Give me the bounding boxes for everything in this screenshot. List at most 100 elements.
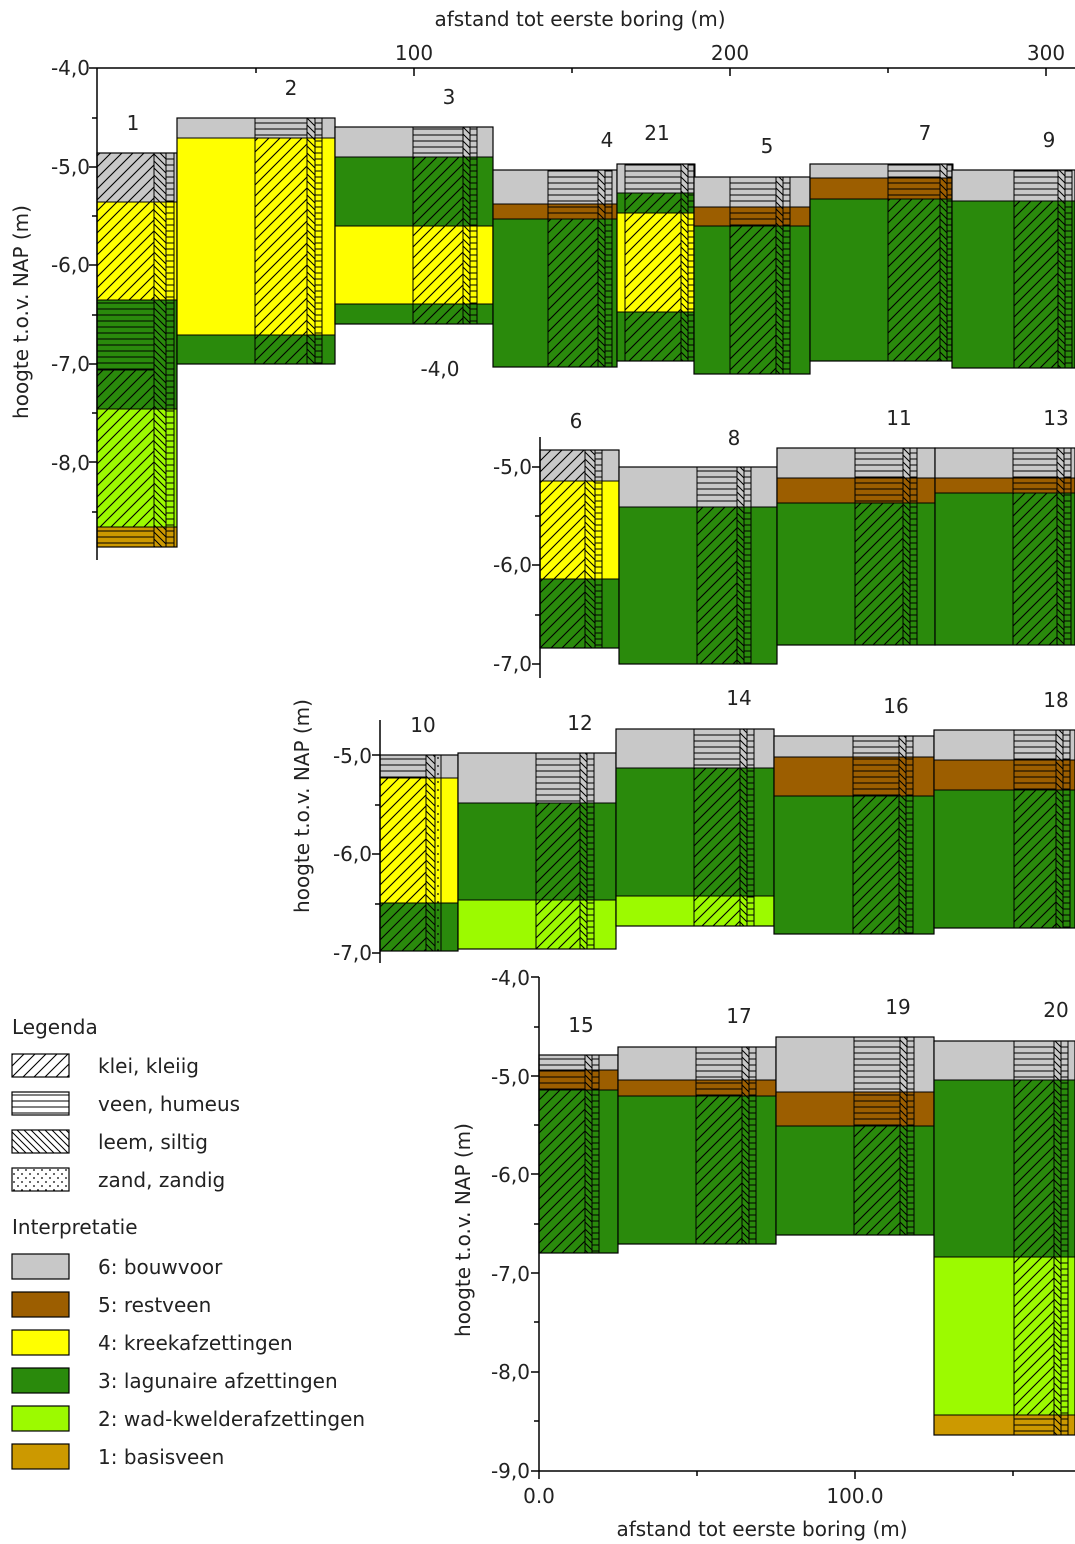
clay-lithology-cell: [1012, 492, 1058, 646]
loam-lithology-cell: [584, 449, 596, 649]
restveen-swatch-icon: [11, 1291, 70, 1318]
borehole-block: [617, 1046, 777, 1245]
borehole-block: [334, 126, 494, 325]
borehole-block: [809, 163, 954, 362]
clay-lithology-cell: [887, 198, 941, 362]
p2-ytick-label: -7,0: [493, 652, 532, 676]
peat-lithology-cell: [1013, 169, 1059, 202]
loam-lithology-cell: [898, 735, 907, 935]
loam-lithology-cell: [425, 754, 436, 952]
peat-lithology-cell: [887, 163, 941, 200]
interpretation-title: Interpretatie: [12, 1215, 138, 1239]
loam-lithology-cell: [1053, 1040, 1062, 1436]
p1-xtick-label: 200: [711, 41, 749, 65]
borehole-outline: [951, 169, 1075, 369]
p2-ytick-label: -6,0: [493, 553, 532, 577]
borehole-block: [775, 1036, 935, 1236]
peat-lithology-cell: [782, 176, 791, 375]
peat-lithology-cell: [746, 728, 755, 927]
peat-lithology-cell: [254, 117, 308, 139]
peat-lithology-cell: [96, 299, 155, 371]
peat-lithology-cell: [586, 752, 595, 950]
borehole-block: [615, 728, 775, 927]
kreek-swatch-icon: [11, 1329, 70, 1356]
clay-lithology-cell: [412, 156, 464, 325]
legend-item-label: zand, zandig: [98, 1168, 225, 1192]
loam-lithology-cell: [680, 163, 689, 362]
borehole-block: [457, 752, 617, 950]
loam-pattern-icon: [11, 1129, 70, 1154]
loam-lithology-cell: [899, 1036, 908, 1236]
clay-lithology-cell: [379, 902, 427, 952]
peat-lithology-cell: [412, 126, 464, 158]
clay-lithology-cell: [852, 795, 900, 935]
p4-ytick-label: -5,0: [491, 1065, 530, 1089]
peat-lithology-cell: [854, 447, 904, 504]
peat-lithology-cell: [695, 1046, 743, 1097]
bouwvoor-swatch-icon: [11, 1253, 70, 1280]
peat-lithology-cell: [1063, 447, 1072, 646]
bore-label: 14: [726, 686, 751, 710]
clay-lithology-cell: [729, 225, 777, 375]
borehole-outline: [934, 447, 1075, 646]
sand-pattern-icon: [11, 1167, 70, 1192]
loam-lithology-cell: [306, 117, 316, 365]
bore-label: 15: [568, 1013, 593, 1037]
borehole-block: [933, 1040, 1075, 1436]
legend: Legenda klei, kleiig veen, humeus leem, …: [11, 1015, 240, 1192]
bore-label: 3: [443, 85, 456, 109]
bore-label: 5: [761, 134, 774, 158]
borehole-block: [539, 449, 620, 649]
clay-lithology-cell: [1013, 789, 1057, 929]
legend-item-label: klei, kleiig: [98, 1054, 199, 1078]
legend-title: Legenda: [12, 1015, 98, 1039]
p1-ytick-label: -4,0: [51, 56, 90, 80]
peat-lithology-cell: [853, 1036, 901, 1127]
bore-label: 2: [285, 76, 298, 100]
peat-lithology-cell: [1013, 1414, 1055, 1436]
peat-lithology-cell: [1012, 447, 1058, 494]
p1-ytick-label: -7,0: [51, 352, 90, 376]
bore-label: 18: [1043, 688, 1068, 712]
peat-lithology-cell: [594, 449, 603, 649]
borehole-block: [934, 447, 1075, 646]
bore-label: 4: [601, 128, 614, 152]
bore-label: 6: [570, 409, 583, 433]
p3-ytick-label: -7,0: [333, 941, 372, 965]
peat-lithology-cell: [538, 1054, 586, 1091]
clay-lithology-cell: [695, 1095, 743, 1245]
panel-2-ticks: [532, 466, 540, 665]
loam-lithology-cell: [1055, 729, 1064, 929]
bore-label: 1: [127, 111, 140, 135]
clay-lithology-cell: [853, 1125, 901, 1236]
peat-lithology-cell: [1064, 169, 1073, 369]
loam-lithology-cell: [579, 752, 588, 950]
loam-lithology-cell: [775, 176, 784, 375]
bore-label: 8: [728, 426, 741, 450]
clay-lithology-cell: [96, 152, 155, 203]
clay-lithology-cell: [539, 578, 586, 649]
borehole-block: [96, 152, 178, 548]
loam-lithology-cell: [939, 163, 948, 362]
p2-ytick-label: -4,0: [420, 357, 459, 381]
loam-lithology-cell: [584, 1054, 593, 1254]
peat-lithology-cell: [96, 526, 155, 548]
p1-ytick-label: -6,0: [51, 253, 90, 277]
interpretation-item-label: 6: bouwvoor: [98, 1255, 223, 1279]
loam-lithology-cell: [597, 169, 606, 368]
sand-lithology-cell: [434, 754, 442, 952]
p1-xtick-label: 300: [1027, 41, 1065, 65]
bore-label: 12: [567, 711, 592, 735]
clay-lithology-cell: [535, 802, 581, 950]
basisveen-swatch-icon: [11, 1443, 70, 1470]
peat-lithology-cell: [852, 735, 900, 797]
peat-lithology-cell: [624, 163, 682, 194]
p3-ytick-label: -5,0: [333, 744, 372, 768]
peat-lithology-cell: [535, 752, 581, 804]
peat-pattern-icon: [11, 1091, 70, 1116]
clay-lithology-cell: [693, 767, 741, 927]
borehole-block: [538, 1054, 619, 1254]
loam-lithology-cell: [741, 1046, 750, 1245]
clay-lithology-cell: [696, 506, 738, 665]
clay-lithology-cell: [1013, 200, 1059, 369]
